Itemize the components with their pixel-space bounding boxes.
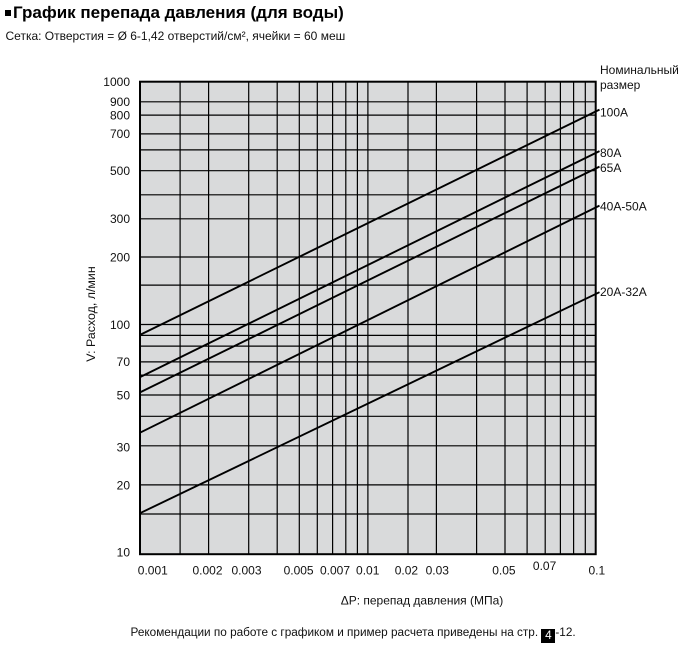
svg-text:0.01: 0.01: [356, 563, 380, 577]
svg-text:0.002: 0.002: [192, 563, 222, 577]
svg-text:500: 500: [110, 164, 130, 178]
svg-text:0.007: 0.007: [320, 563, 350, 577]
svg-text:200: 200: [110, 250, 130, 264]
svg-text:20A-32A: 20A-32A: [600, 285, 647, 299]
svg-text:80A: 80A: [600, 146, 621, 160]
svg-text:800: 800: [110, 108, 130, 122]
svg-text:0.005: 0.005: [284, 563, 314, 577]
svg-text:0.05: 0.05: [492, 563, 516, 577]
svg-text:700: 700: [110, 127, 130, 141]
svg-text:ΔP: перепад давления (МПа): ΔP: перепад давления (МПа): [341, 593, 504, 607]
svg-text:10: 10: [117, 545, 131, 559]
svg-text:0.001: 0.001: [138, 563, 168, 577]
svg-text:100: 100: [110, 318, 130, 332]
svg-text:V: Расход, л/мин: V: Расход, л/мин: [84, 266, 98, 361]
svg-text:Номинальный: Номинальный: [600, 63, 679, 77]
svg-text:0.003: 0.003: [231, 563, 261, 577]
svg-text:0.1: 0.1: [588, 563, 605, 577]
svg-text:50: 50: [117, 388, 131, 402]
svg-text:30: 30: [117, 440, 131, 454]
svg-text:20: 20: [117, 479, 131, 493]
svg-text:300: 300: [110, 212, 130, 226]
svg-text:900: 900: [110, 95, 130, 109]
svg-text:размер: размер: [600, 78, 641, 92]
svg-text:0.03: 0.03: [426, 563, 450, 577]
svg-text:70: 70: [117, 355, 131, 369]
svg-text:40A-50A: 40A-50A: [600, 200, 647, 214]
svg-text:1000: 1000: [103, 75, 130, 89]
svg-text:100A: 100A: [600, 106, 628, 120]
svg-text:0.02: 0.02: [395, 563, 419, 577]
svg-text:65A: 65A: [600, 161, 621, 175]
svg-text:0.07: 0.07: [533, 559, 557, 573]
